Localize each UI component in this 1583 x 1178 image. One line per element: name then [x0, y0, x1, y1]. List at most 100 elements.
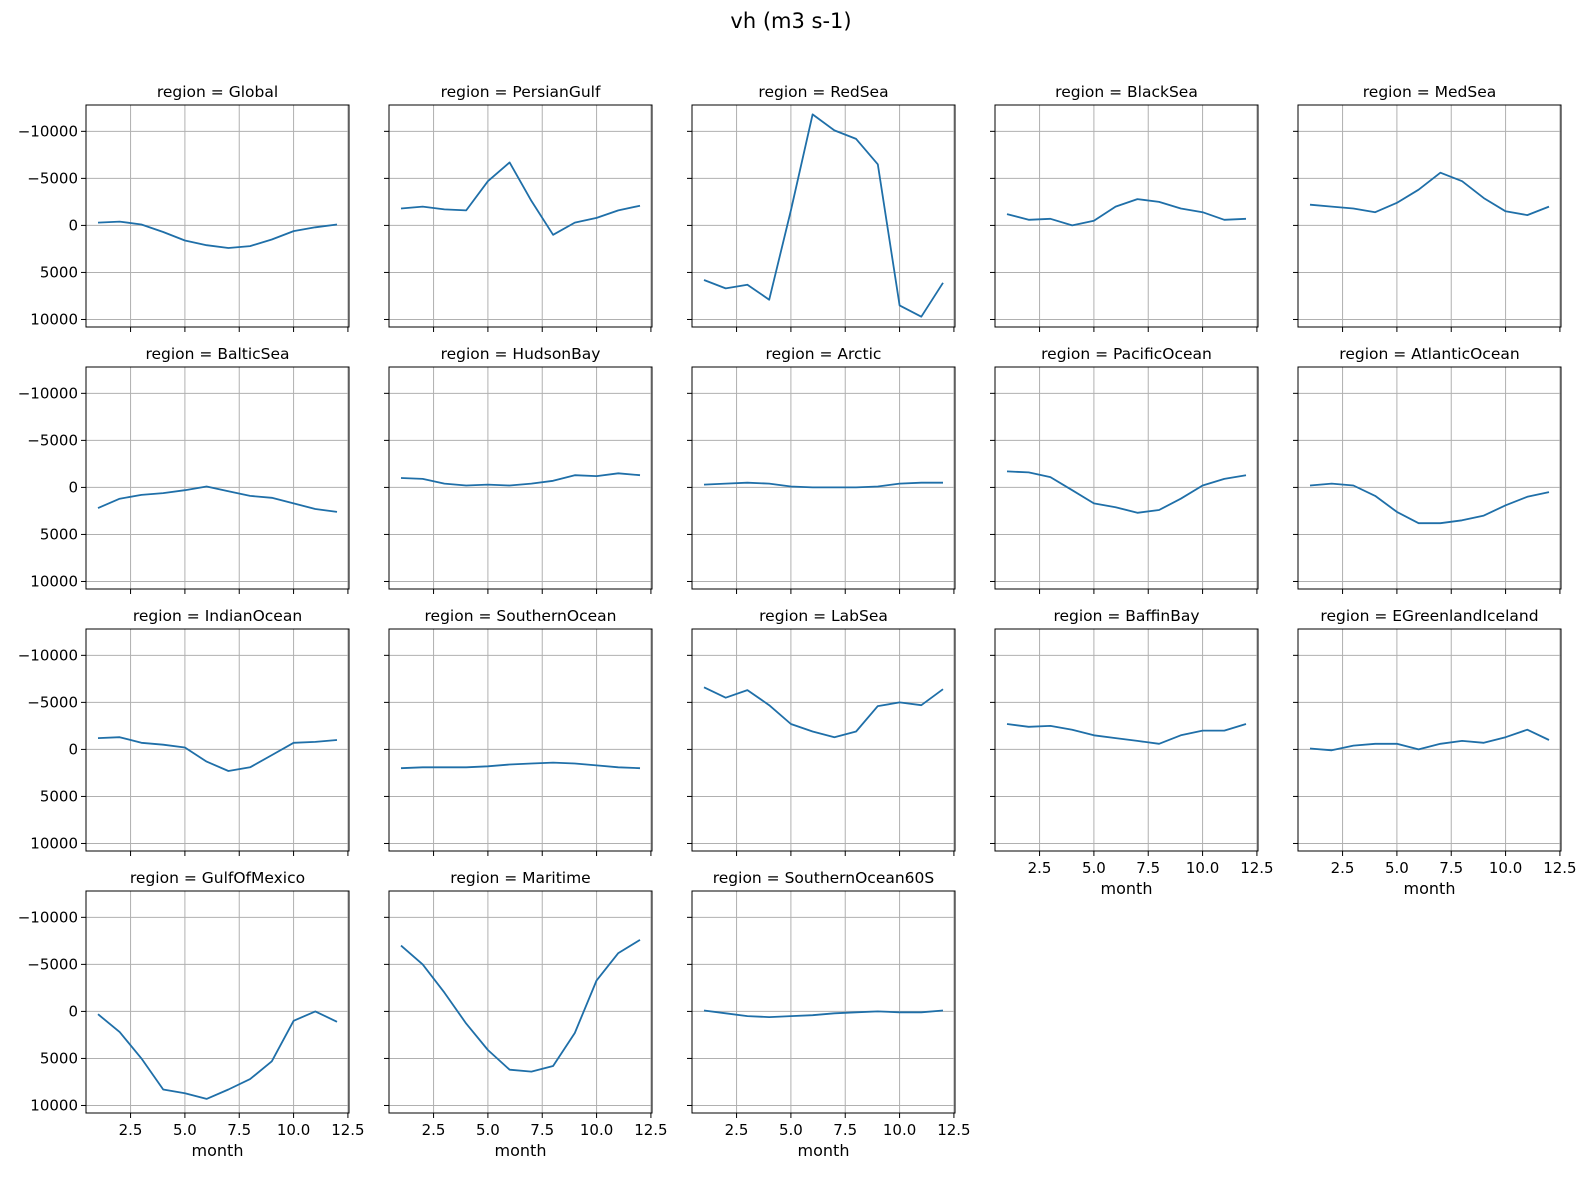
- series-line: [1006, 470, 1247, 514]
- panel: region = SouthernOcean: [384, 607, 653, 856]
- grid-lines: [692, 629, 955, 851]
- axes-frame: [85, 628, 350, 852]
- series-line: [703, 113, 944, 318]
- axes-frame: [85, 104, 350, 328]
- x-tick-label: 10.0: [277, 1121, 310, 1139]
- axes-frame: [1297, 628, 1562, 852]
- series-line: [400, 939, 641, 1073]
- panel: region = PersianGulf: [384, 83, 653, 332]
- x-tick-label: 2.5: [725, 1121, 749, 1139]
- grid-lines: [86, 629, 349, 851]
- y-tick-label: −5000: [27, 955, 78, 973]
- panel-title: region = Global: [157, 83, 278, 101]
- y-tick-label: 10000: [30, 1096, 78, 1114]
- x-tick-label: 12.5: [1240, 859, 1273, 877]
- series-line: [703, 686, 944, 739]
- panel-title: region = EGreenlandIceland: [1320, 607, 1538, 625]
- panel-title: region = SouthernOcean: [425, 607, 617, 625]
- y-tick-label: −10000: [18, 122, 78, 140]
- x-tick-label: 12.5: [937, 1121, 970, 1139]
- grid-lines: [692, 367, 955, 589]
- panels-group: −10000 −5000 0 5000 10000 region = Global regi…: [18, 83, 1577, 1160]
- x-tick-label: 12.5: [1543, 859, 1576, 877]
- panel-title: region = RedSea: [758, 83, 888, 101]
- grid-lines: [86, 367, 349, 589]
- panel: 2.5 5.0 7.5 10.0 12.5 month region = EGreenlan…: [1293, 607, 1577, 898]
- x-axis-label: month: [1404, 879, 1456, 898]
- axes-frame: [1297, 366, 1562, 590]
- series-line: [400, 761, 641, 770]
- series-line: [703, 1009, 944, 1018]
- y-tick-label: 0: [68, 740, 78, 758]
- panel-title: region = BlackSea: [1055, 83, 1198, 101]
- grid-lines: [86, 891, 349, 1113]
- grid-lines: [389, 629, 652, 851]
- axes-frame: [388, 890, 653, 1114]
- grid-lines: [389, 105, 652, 327]
- panel-title: region = GulfOfMexico: [130, 869, 305, 887]
- y-tick-label: −10000: [18, 646, 78, 664]
- y-tick-label: 10000: [30, 572, 78, 590]
- axes-frame: [691, 366, 956, 590]
- x-tick-label: 7.5: [227, 1121, 251, 1139]
- panel: region = PacificOcean: [990, 345, 1259, 594]
- y-tick-label: −10000: [18, 908, 78, 926]
- y-tick-label: 0: [68, 216, 78, 234]
- x-tick-label: 2.5: [1331, 859, 1355, 877]
- y-tick-label: −5000: [27, 431, 78, 449]
- grid-lines: [692, 105, 955, 327]
- grid-lines: [995, 367, 1258, 589]
- axes-frame: [388, 628, 653, 852]
- panel: region = AtlanticOcean: [1293, 345, 1562, 594]
- x-tick-label: 12.5: [634, 1121, 667, 1139]
- y-tick-label: 0: [68, 478, 78, 496]
- panel-title: region = PersianGulf: [441, 83, 601, 101]
- panel: 2.5 5.0 7.5 10.0 12.5 month region = SouthernO…: [687, 869, 971, 1160]
- x-tick-label: 5.0: [1082, 859, 1106, 877]
- x-axis-label: month: [1101, 879, 1153, 898]
- series-line: [97, 736, 338, 772]
- series-line: [400, 472, 641, 487]
- panel-title: region = MedSea: [1363, 83, 1496, 101]
- panel-title: region = LabSea: [759, 607, 888, 625]
- y-tick-label: −10000: [18, 384, 78, 402]
- grid-lines: [995, 629, 1258, 851]
- axes-frame: [691, 890, 956, 1114]
- series-line: [97, 220, 338, 249]
- x-tick-label: 10.0: [1489, 859, 1522, 877]
- panel: region = LabSea: [687, 607, 956, 856]
- series-line: [1309, 728, 1550, 752]
- axes-frame: [85, 890, 350, 1114]
- panel: −10000 −5000 0 5000 10000 2.5 5.0 7.5 10.0 12.5 mo…: [18, 869, 365, 1160]
- panel-title: region = PacificOcean: [1041, 345, 1212, 363]
- panel-title: region = BaffinBay: [1053, 607, 1199, 625]
- axes-frame: [994, 366, 1259, 590]
- y-tick-label: 10000: [30, 834, 78, 852]
- panel-title: region = BalticSea: [145, 345, 289, 363]
- x-tick-label: 5.0: [476, 1121, 500, 1139]
- panel-title: region = SouthernOcean60S: [713, 869, 935, 887]
- grid-lines: [389, 891, 652, 1113]
- axes-frame: [691, 104, 956, 328]
- axes-frame: [994, 628, 1259, 852]
- panel-title: region = Maritime: [450, 869, 590, 887]
- x-tick-label: 5.0: [779, 1121, 803, 1139]
- x-tick-label: 7.5: [1136, 859, 1160, 877]
- y-tick-label: 5000: [40, 787, 78, 805]
- grid-lines: [1298, 629, 1561, 851]
- x-tick-label: 7.5: [1439, 859, 1463, 877]
- series-line: [1006, 198, 1247, 227]
- x-tick-label: 5.0: [1385, 859, 1409, 877]
- y-tick-label: −5000: [27, 693, 78, 711]
- panel: region = HudsonBay: [384, 345, 653, 594]
- y-tick-label: −5000: [27, 169, 78, 187]
- panel-title: region = HudsonBay: [441, 345, 601, 363]
- panel: −10000 −5000 0 5000 10000 region = Global: [18, 83, 350, 332]
- x-tick-label: 7.5: [833, 1121, 857, 1139]
- x-tick-label: 5.0: [173, 1121, 197, 1139]
- x-tick-label: 10.0: [883, 1121, 916, 1139]
- panel-title: region = Arctic: [766, 345, 882, 363]
- series-line: [1006, 723, 1247, 745]
- panel: region = BlackSea: [990, 83, 1259, 332]
